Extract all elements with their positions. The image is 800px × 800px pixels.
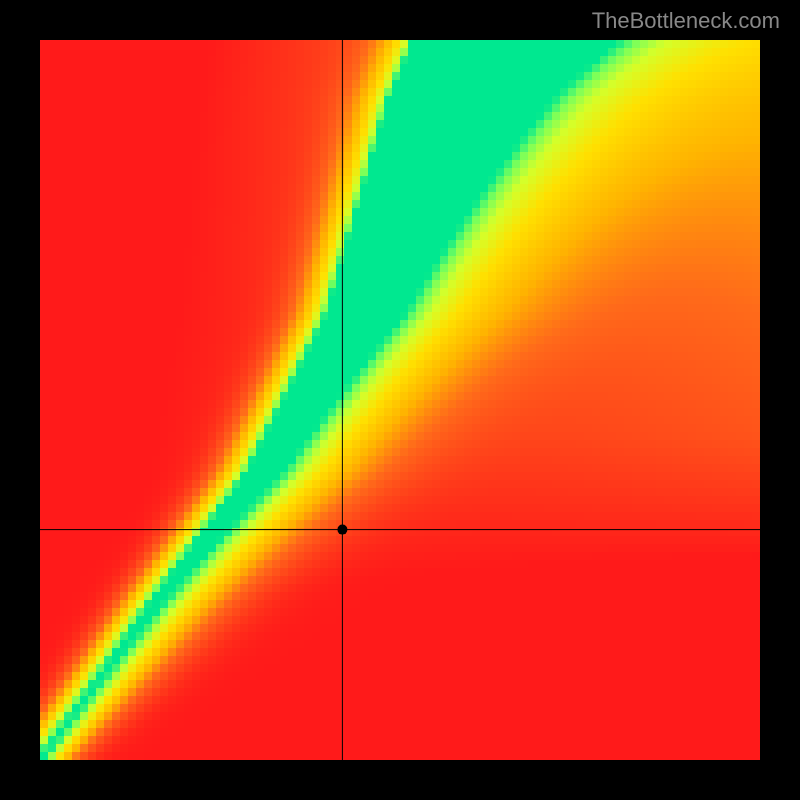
heatmap-canvas <box>40 40 760 760</box>
watermark: TheBottleneck.com <box>592 8 780 34</box>
heatmap-plot <box>40 40 760 760</box>
